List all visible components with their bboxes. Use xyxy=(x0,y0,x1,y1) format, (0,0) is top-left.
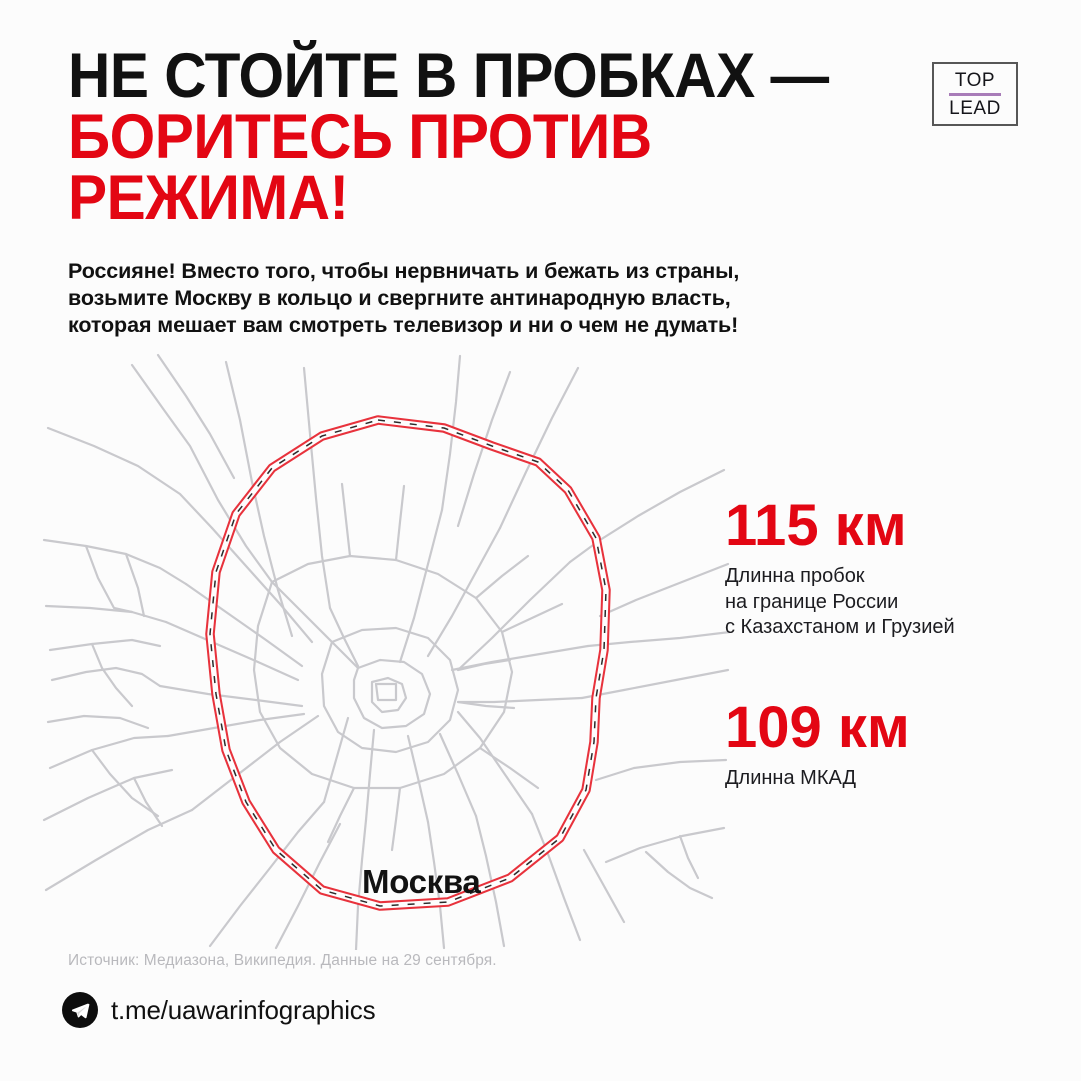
statistics-panel: 115 км Длинна пробок на границе России с… xyxy=(725,497,1055,791)
stat-value: 109 км xyxy=(725,694,910,760)
stat-description-line: Длинна пробок xyxy=(725,565,865,587)
moscow-map: Москва xyxy=(40,350,730,950)
road-network xyxy=(42,353,730,950)
city-label-moscow: Москва xyxy=(362,863,481,900)
stat-description-line: на границе России xyxy=(725,590,899,613)
stat-block-traffic-border: 115 км Длинна пробок на границе России с… xyxy=(725,497,1055,641)
stat-description-line: Длинна МКАД xyxy=(725,766,857,789)
mkad-ring xyxy=(205,415,611,911)
logo-divider xyxy=(949,92,1001,96)
headline-line-3: РЕЖИМА! xyxy=(68,163,349,233)
headline-line-1: НЕ СТОЙТЕ В ПРОБКАХ — xyxy=(68,41,829,111)
subtitle-line-2: возьмите Москву в кольцо и свергните ант… xyxy=(68,286,731,310)
stat-block-mkad-length: 109 км Длинна МКАД xyxy=(725,694,1055,792)
stat-description: Длинна пробок на границе России с Казахс… xyxy=(725,564,1055,641)
logo-word-top: TOP xyxy=(954,69,996,91)
telegram-link[interactable]: t.me/uawarinfographics xyxy=(62,992,376,1028)
source-note: Источник: Медиазона, Википедия. Данные н… xyxy=(68,952,497,969)
subtitle: Россияне! Вместо того, чтобы нервничать … xyxy=(68,258,888,339)
subtitle-line-3: которая мешает вам смотреть телевизор и … xyxy=(68,313,739,337)
stat-description: Длинна МКАД xyxy=(725,766,1055,792)
subtitle-line-1: Россияне! Вместо того, чтобы нервничать … xyxy=(68,259,740,283)
logo-word-lead: LEAD xyxy=(949,97,1001,119)
telegram-icon xyxy=(62,992,98,1028)
stat-value: 115 км xyxy=(725,493,907,558)
headline-line-2: БОРИТЕСЬ ПРОТИВ xyxy=(68,102,652,172)
toplead-logo: TOP LEAD xyxy=(932,62,1018,126)
telegram-handle[interactable]: t.me/uawarinfographics xyxy=(111,994,376,1025)
stat-description-line: с Казахстаном и Грузией xyxy=(725,616,955,638)
page-title: НЕ СТОЙТЕ В ПРОБКАХ — БОРИТЕСЬ ПРОТИВ РЕ… xyxy=(68,41,918,233)
